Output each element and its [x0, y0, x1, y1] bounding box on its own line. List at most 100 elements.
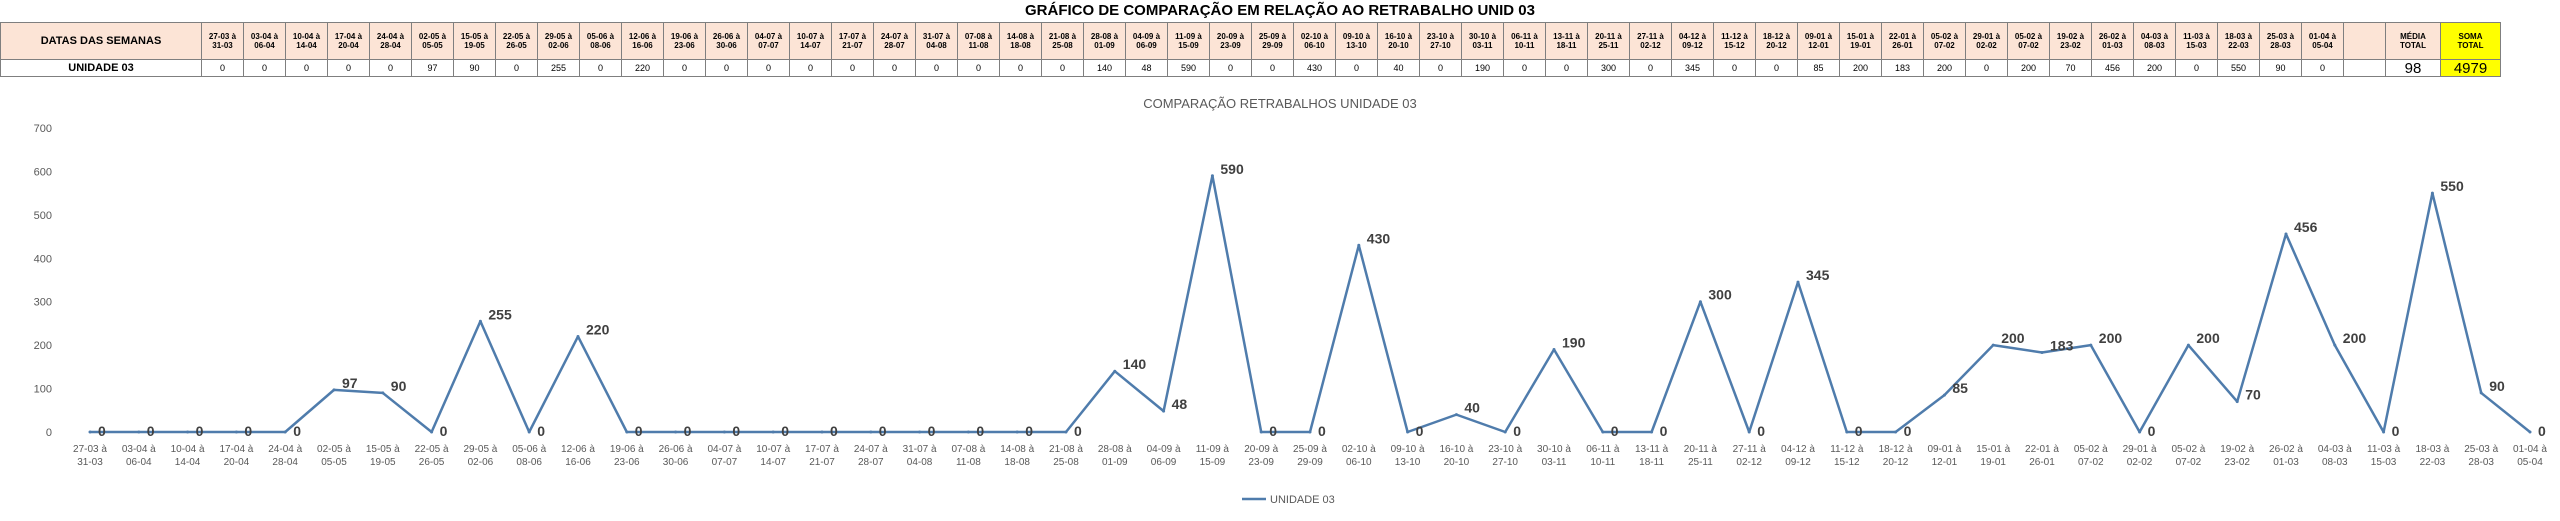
data-label: 90 [391, 378, 407, 394]
data-label: 0 [781, 423, 789, 439]
x-tick-label: 31-07 à 04-08 [903, 444, 937, 468]
week-column: 26-02 à 01-03 456 [2091, 22, 2134, 77]
x-tick-label: 23-10 à 27-10 [1488, 444, 1522, 468]
data-label: 0 [1269, 423, 1277, 439]
data-label: 0 [1904, 423, 1912, 439]
table-value-cell: 0 [873, 59, 916, 77]
week-column: 09-10 à 13-10 0 [1335, 22, 1378, 77]
table-header-cell: 27-11 à 02-12 [1629, 22, 1672, 60]
table-header-cell: 02-05 à 05-05 [411, 22, 454, 60]
table-header-cell: 20-11 à 25-11 [1587, 22, 1630, 60]
table-value-cell: 200 [1923, 59, 1966, 77]
table-value-cell: 90 [453, 59, 496, 77]
data-point [2235, 400, 2239, 404]
week-column: 11-03 à 15-03 0 [2175, 22, 2218, 77]
week-column: 20-11 à 25-11 300 [1587, 22, 1630, 77]
table-value-cell: 0 [789, 59, 832, 77]
table-header-cell: 10-07 à 14-07 [789, 22, 832, 60]
week-column: 02-05 à 05-05 97 [411, 22, 454, 77]
data-point [1991, 343, 1995, 347]
x-tick-label: 05-02 à 07-02 [2074, 444, 2108, 468]
data-label: 0 [2392, 423, 2400, 439]
data-point [966, 430, 970, 434]
data-point [332, 388, 336, 392]
data-point [2528, 430, 2532, 434]
table-header-cell: 10-04 à 14-04 [285, 22, 328, 60]
x-tick-label: 05-06 à 08-06 [512, 444, 546, 468]
week-column: 18-03 à 22-03 550 [2217, 22, 2260, 77]
data-point [1113, 369, 1117, 373]
data-labels: 0 0 0 0 0 97 90 0 255 0 220 0 0 0 0 0 0 0 0 0 0 140 48 590 0 0 430… [98, 161, 2546, 439]
y-tick-label: 700 [34, 123, 52, 135]
table-value-cell: 0 [999, 59, 1042, 77]
data-label: 85 [1952, 380, 1968, 396]
table-header-cell: 24-07 à 28-07 [873, 22, 916, 60]
data-point [1552, 347, 1556, 351]
table-header-cell: 19-02 à 23-02 [2049, 22, 2092, 60]
data-point [1308, 430, 1312, 434]
table-header-cell: 25-09 à 29-09 [1251, 22, 1294, 60]
week-column: 04-07 à 07-07 0 [747, 22, 790, 77]
x-tick-label: 18-12 à 20-12 [1879, 444, 1913, 468]
data-label: 590 [1220, 161, 1244, 177]
data-point [1894, 430, 1898, 434]
legend: UNIDADE 03 [1242, 494, 1335, 506]
x-tick-label: 20-11 à 25-11 [1684, 444, 1718, 468]
data-label: 456 [2294, 219, 2318, 235]
table-header-cell: 26-02 à 01-03 [2091, 22, 2134, 60]
table-header-cell: 27-03 à 31-03 [201, 22, 244, 60]
table-header-cell: MÉDIA TOTAL [2385, 22, 2441, 60]
data-label: 0 [928, 423, 936, 439]
week-column: 22-05 à 26-05 0 [495, 22, 538, 77]
table-value-cell: 0 [1755, 59, 1798, 77]
legend-label: UNIDADE 03 [1270, 494, 1335, 506]
data-point [1747, 430, 1751, 434]
y-tick-label: 500 [34, 210, 52, 222]
table-value-cell [2343, 59, 2386, 77]
x-tick-label: 27-03 à 31-03 [73, 444, 107, 468]
data-point [137, 430, 141, 434]
data-label: 0 [1416, 423, 1424, 439]
data-point [1650, 430, 1654, 434]
data-point [381, 391, 385, 395]
data-label: 90 [2489, 378, 2505, 394]
data-label: 0 [2148, 423, 2156, 439]
data-point [1503, 430, 1507, 434]
week-column: 10-07 à 14-07 0 [789, 22, 832, 77]
data-point [2186, 343, 2190, 347]
x-tick-label: 16-10 à 20-10 [1439, 444, 1473, 468]
data-point [2040, 351, 2044, 355]
soma-total-column: SOMA TOTAL 4979 [2440, 22, 2501, 77]
y-tick-label: 0 [46, 427, 52, 439]
data-label: 0 [1855, 423, 1863, 439]
week-column: 03-04 à 06-04 0 [243, 22, 286, 77]
table-header-cell: DATAS DAS SEMANAS [0, 22, 202, 60]
week-column: 01-04 à 05-04 0 [2301, 22, 2344, 77]
table-header-cell: 24-04 à 28-04 [369, 22, 412, 60]
data-point [430, 430, 434, 434]
data-label: 0 [684, 423, 692, 439]
table-header-cell: 22-01 à 26-01 [1881, 22, 1924, 60]
data-point [2284, 232, 2288, 236]
table-value-cell: 456 [2091, 59, 2134, 77]
week-column: 25-03 à 28-03 90 [2259, 22, 2302, 77]
x-tick-label: 30-10 à 03-11 [1537, 444, 1571, 468]
x-tick-label: 12-06 à 16-06 [561, 444, 595, 468]
table-value-cell: 0 [1965, 59, 2008, 77]
x-tick-label: 18-03 à 22-03 [2415, 444, 2449, 468]
week-column: 19-06 à 23-06 0 [663, 22, 706, 77]
table-header-cell: 12-06 à 16-06 [621, 22, 664, 60]
week-column: 23-10 à 27-10 0 [1419, 22, 1462, 77]
chart-title: COMPARAÇÃO RETRABALHOS UNIDADE 03 [1143, 96, 1417, 111]
table-header-cell [2343, 22, 2386, 60]
series-group [88, 174, 2532, 434]
data-label: 0 [976, 423, 984, 439]
x-tick-label: 05-02 à 07-02 [2171, 444, 2205, 468]
x-tick-label: 04-12 à 09-12 [1781, 444, 1815, 468]
table-value-cell: 0 [201, 59, 244, 77]
data-point [1064, 430, 1068, 434]
media-total-column: MÉDIA TOTAL 98 [2385, 22, 2441, 77]
week-column: 21-08 à 25-08 0 [1041, 22, 1084, 77]
data-label: 0 [147, 423, 155, 439]
table-value-cell: 220 [621, 59, 664, 77]
